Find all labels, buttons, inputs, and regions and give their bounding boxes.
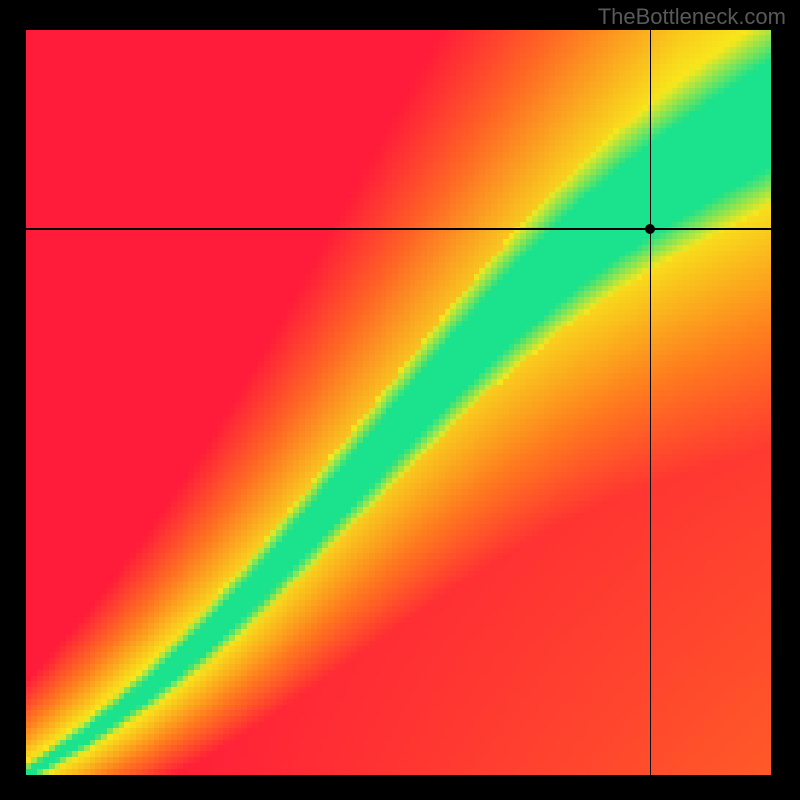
crosshair-vertical bbox=[650, 30, 652, 775]
attribution-text: TheBottleneck.com bbox=[598, 4, 786, 30]
heatmap-canvas bbox=[26, 30, 771, 775]
crosshair-marker bbox=[645, 224, 655, 234]
plot-area bbox=[26, 30, 771, 775]
crosshair-horizontal bbox=[26, 228, 771, 230]
chart-container: TheBottleneck.com bbox=[0, 0, 800, 800]
